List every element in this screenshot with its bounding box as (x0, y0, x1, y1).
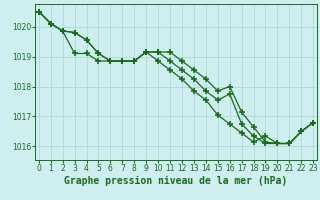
X-axis label: Graphe pression niveau de la mer (hPa): Graphe pression niveau de la mer (hPa) (64, 176, 288, 186)
